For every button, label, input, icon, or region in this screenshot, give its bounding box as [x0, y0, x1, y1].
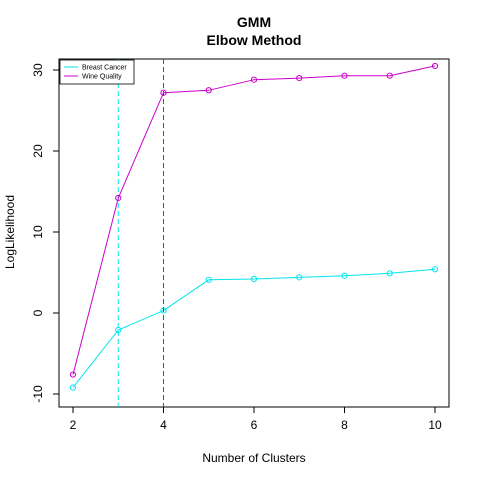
y-tick-label: 10 — [31, 225, 45, 239]
x-axis-label: Number of Clusters — [202, 451, 305, 465]
data-point — [341, 72, 348, 79]
y-tick-label: 0 — [31, 309, 45, 316]
chart-subtitle: Elbow Method — [207, 32, 302, 48]
data-point — [296, 274, 303, 281]
data-point — [69, 371, 77, 378]
data-point — [115, 194, 122, 202]
y-tick-label: 20 — [31, 144, 45, 158]
data-point — [69, 384, 77, 391]
plot-area: 2 4 6 8 10 -10 0 10 20 30 — [31, 58, 450, 432]
legend-label: Wine Quality — [82, 74, 122, 81]
x-tick-label: 4 — [160, 418, 167, 432]
x-tick-label: 10 — [428, 418, 442, 432]
data-point — [205, 87, 212, 94]
x-tick-label: 6 — [251, 418, 258, 432]
legend-box — [59, 59, 135, 85]
legend-label: Breast Cancer — [82, 65, 127, 72]
y-tick-label: -10 — [31, 385, 45, 403]
x-tick-label: 8 — [341, 418, 348, 432]
data-point — [386, 270, 393, 277]
plot-frame — [58, 58, 450, 408]
y-tick-label: 30 — [31, 63, 45, 77]
data-point — [296, 75, 303, 82]
data-point — [431, 62, 439, 70]
chart-title: GMM — [237, 14, 271, 30]
data-point — [250, 76, 258, 83]
data-point — [250, 275, 258, 283]
legend: Breast Cancer Wine Quality — [59, 59, 135, 85]
data-point — [386, 72, 393, 79]
x-tick-label: 2 — [70, 418, 77, 432]
y-axis-label: LogLikelihood — [3, 195, 17, 269]
series-line — [72, 65, 436, 375]
series-line — [72, 268, 436, 388]
data-point — [431, 266, 439, 273]
data-point — [205, 276, 212, 283]
data-point — [341, 272, 348, 279]
